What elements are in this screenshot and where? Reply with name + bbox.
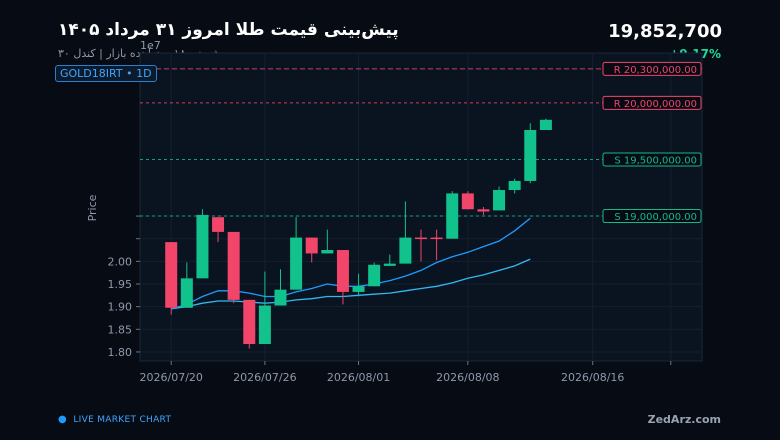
candle-body [196, 214, 209, 279]
candle-body [165, 242, 178, 308]
candle-up [493, 186, 506, 211]
candle-body [415, 237, 427, 240]
y-tick-label: 1.80 [108, 346, 133, 359]
candle-body [212, 217, 225, 232]
support-label: S 19,500,000.00 [614, 155, 697, 166]
candle-body [383, 263, 396, 266]
candle-down [430, 229, 443, 261]
y-axis-label: Price [86, 194, 99, 221]
candle-body [446, 193, 459, 239]
candle-down [212, 217, 225, 243]
candle-body [539, 119, 552, 130]
candle-up [274, 269, 287, 306]
brand-watermark: ZedArz.com [647, 413, 721, 426]
resistance-label: R 20,300,000.00 [614, 65, 697, 76]
candle-down [415, 229, 427, 262]
candle-body [493, 190, 506, 211]
resistance-label: R 20,000,000.00 [614, 99, 697, 110]
candle-up [290, 217, 303, 290]
candle-down [305, 237, 318, 263]
candle-body [290, 237, 303, 290]
candle-body [524, 130, 537, 181]
support-label-box [602, 209, 702, 224]
x-tick-label: 2026/07/20 [140, 371, 203, 384]
candle-up [508, 178, 521, 194]
candle-down [243, 299, 256, 349]
resistance-label-box [602, 95, 702, 110]
candle-body [227, 231, 240, 300]
candle-body [243, 299, 256, 345]
candles [165, 118, 552, 349]
candle-down [461, 191, 474, 210]
candle-up [258, 271, 271, 345]
live-label: LIVE MARKET CHART [73, 415, 172, 425]
axes: 1.80 1.85 1.90 1.95 2.00 2026/07/20 2026/07/26… [108, 215, 672, 384]
candle-body [258, 305, 271, 345]
candle-body [321, 250, 334, 254]
candle-up [180, 262, 193, 308]
candle-up [352, 273, 365, 297]
candle-body [430, 237, 443, 240]
candle-body [274, 289, 287, 306]
y-tick-label: 1.85 [108, 323, 133, 336]
candle-down [477, 207, 490, 215]
candle-up [446, 191, 459, 239]
page-title: پیش‌بینی قیمت طلا امروز ۳۱ مرداد ۱۴۰۵ [58, 20, 399, 40]
y-tick-label: 1.95 [108, 278, 133, 291]
candle-body [508, 180, 521, 191]
candle-body [305, 237, 318, 254]
y-tick-label: 2.00 [108, 255, 133, 268]
x-tick-label: 2026/08/16 [561, 371, 624, 384]
candle-up [399, 201, 412, 264]
candle-body [477, 209, 490, 212]
candle-down [165, 242, 178, 315]
y-tick-label: 1.90 [108, 301, 133, 314]
support-label-box [602, 152, 702, 167]
support-label: S 19,000,000.00 [614, 212, 697, 223]
candle-body [352, 286, 365, 292]
candle-down [336, 250, 349, 305]
x-tick-label: 2026/07/26 [233, 371, 296, 384]
candle-up [539, 118, 552, 130]
candle-up [368, 262, 381, 287]
y-offset-label: 1e7 [140, 39, 161, 52]
x-tick-label: 2026/08/01 [327, 371, 390, 384]
support-resistance-levels: R 20,300,000.00 R 20,000,000.00 S 19,500,0… [140, 61, 702, 224]
current-price: 19,852,700 [608, 21, 722, 42]
candle-body [368, 264, 381, 287]
live-chart-indicator: ● LIVE MARKET CHART [58, 414, 171, 425]
candle-body [461, 193, 474, 210]
candle-body [399, 237, 412, 264]
candle-up [383, 254, 396, 266]
candle-up [321, 229, 334, 254]
candle-body [180, 278, 193, 308]
resistance-label-box [602, 61, 702, 76]
candle-body [336, 250, 349, 292]
candle-down [227, 231, 240, 304]
x-tick-label: 2026/08/08 [436, 371, 499, 384]
live-dot-icon: ● [58, 414, 68, 425]
candle-up [196, 209, 209, 279]
candle-up [524, 123, 537, 184]
ticker-badge[interactable]: GOLD18IRT • 1D [55, 65, 157, 82]
ma-slow-line [171, 258, 531, 310]
